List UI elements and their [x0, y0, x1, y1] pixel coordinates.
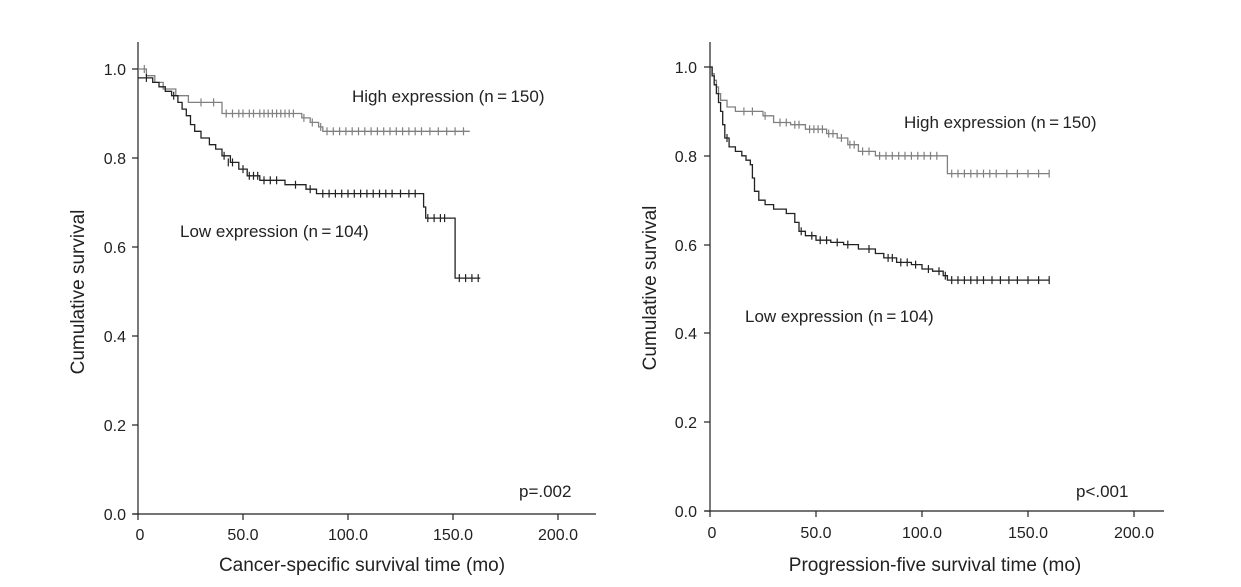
y-axis-title: Cumulative survival: [68, 210, 89, 375]
plot-area: [138, 65, 481, 283]
y-tick-label: 1.0: [104, 62, 126, 79]
y-axis: 0.0 0.2 0.4 0.6 0.8 1.0: [675, 60, 710, 521]
x-axis: 0 50.0 100.0 150.0 200.0: [136, 514, 578, 544]
x-axis-title: Progression-five survival time (mo): [789, 555, 1081, 576]
x-tick-label: 200.0: [538, 527, 578, 544]
x-tick-label: 100.0: [902, 525, 942, 542]
y-tick-label: 0.6: [675, 238, 697, 255]
low-expression-label: Low expression (n = 104): [745, 307, 934, 326]
p-value-annotation: p<.001: [1076, 482, 1128, 501]
x-axis: 0 50.0 100.0 150.0 200.0: [708, 511, 1154, 542]
plot-area: [710, 66, 1050, 285]
y-axis: 0.0 0.2 0.4 0.6 0.8 1.0: [104, 62, 138, 524]
y-tick-label: 0.6: [104, 240, 126, 257]
x-tick-label: 0: [708, 525, 717, 542]
x-tick-label: 150.0: [433, 527, 473, 544]
high-expression-label: High expression (n = 150): [352, 87, 545, 106]
x-tick-label: 200.0: [1114, 525, 1154, 542]
high-expression-label: High expression (n = 150): [904, 113, 1097, 132]
low-expression-survival-curve: [710, 66, 1050, 281]
y-tick-label: 0.4: [104, 329, 126, 346]
p-value-annotation: p=.002: [519, 482, 571, 501]
low-expression-survival-curve: [138, 77, 481, 279]
y-tick-label: 0.0: [104, 507, 126, 524]
y-tick-label: 1.0: [675, 60, 697, 77]
x-tick-label: 100.0: [328, 527, 368, 544]
y-tick-label: 0.8: [104, 151, 126, 168]
x-tick-label: 150.0: [1008, 525, 1048, 542]
y-tick-label: 0.2: [104, 418, 126, 435]
cancer-specific-survival-chart: 0.0 0.2 0.4 0.6 0.8 1.0 0 50.0 100.0 150…: [68, 42, 596, 576]
y-tick-label: 0.8: [675, 149, 697, 166]
low-expression-label: Low expression (n = 104): [180, 222, 369, 241]
x-axis-title: Cancer-specific survival time (mo): [219, 555, 505, 576]
x-tick-label: 50.0: [800, 525, 831, 542]
y-tick-label: 0.0: [675, 504, 697, 521]
high-expression-survival-curve: [138, 68, 470, 132]
y-tick-label: 0.2: [675, 415, 697, 432]
y-axis-title: Cumulative survival: [640, 206, 661, 371]
x-tick-label: 50.0: [227, 527, 258, 544]
x-tick-label: 0: [136, 527, 145, 544]
y-tick-label: 0.4: [675, 326, 697, 343]
progression-free-survival-chart: 0.0 0.2 0.4 0.6 0.8 1.0 0 50.0 100.0 150…: [640, 42, 1164, 576]
